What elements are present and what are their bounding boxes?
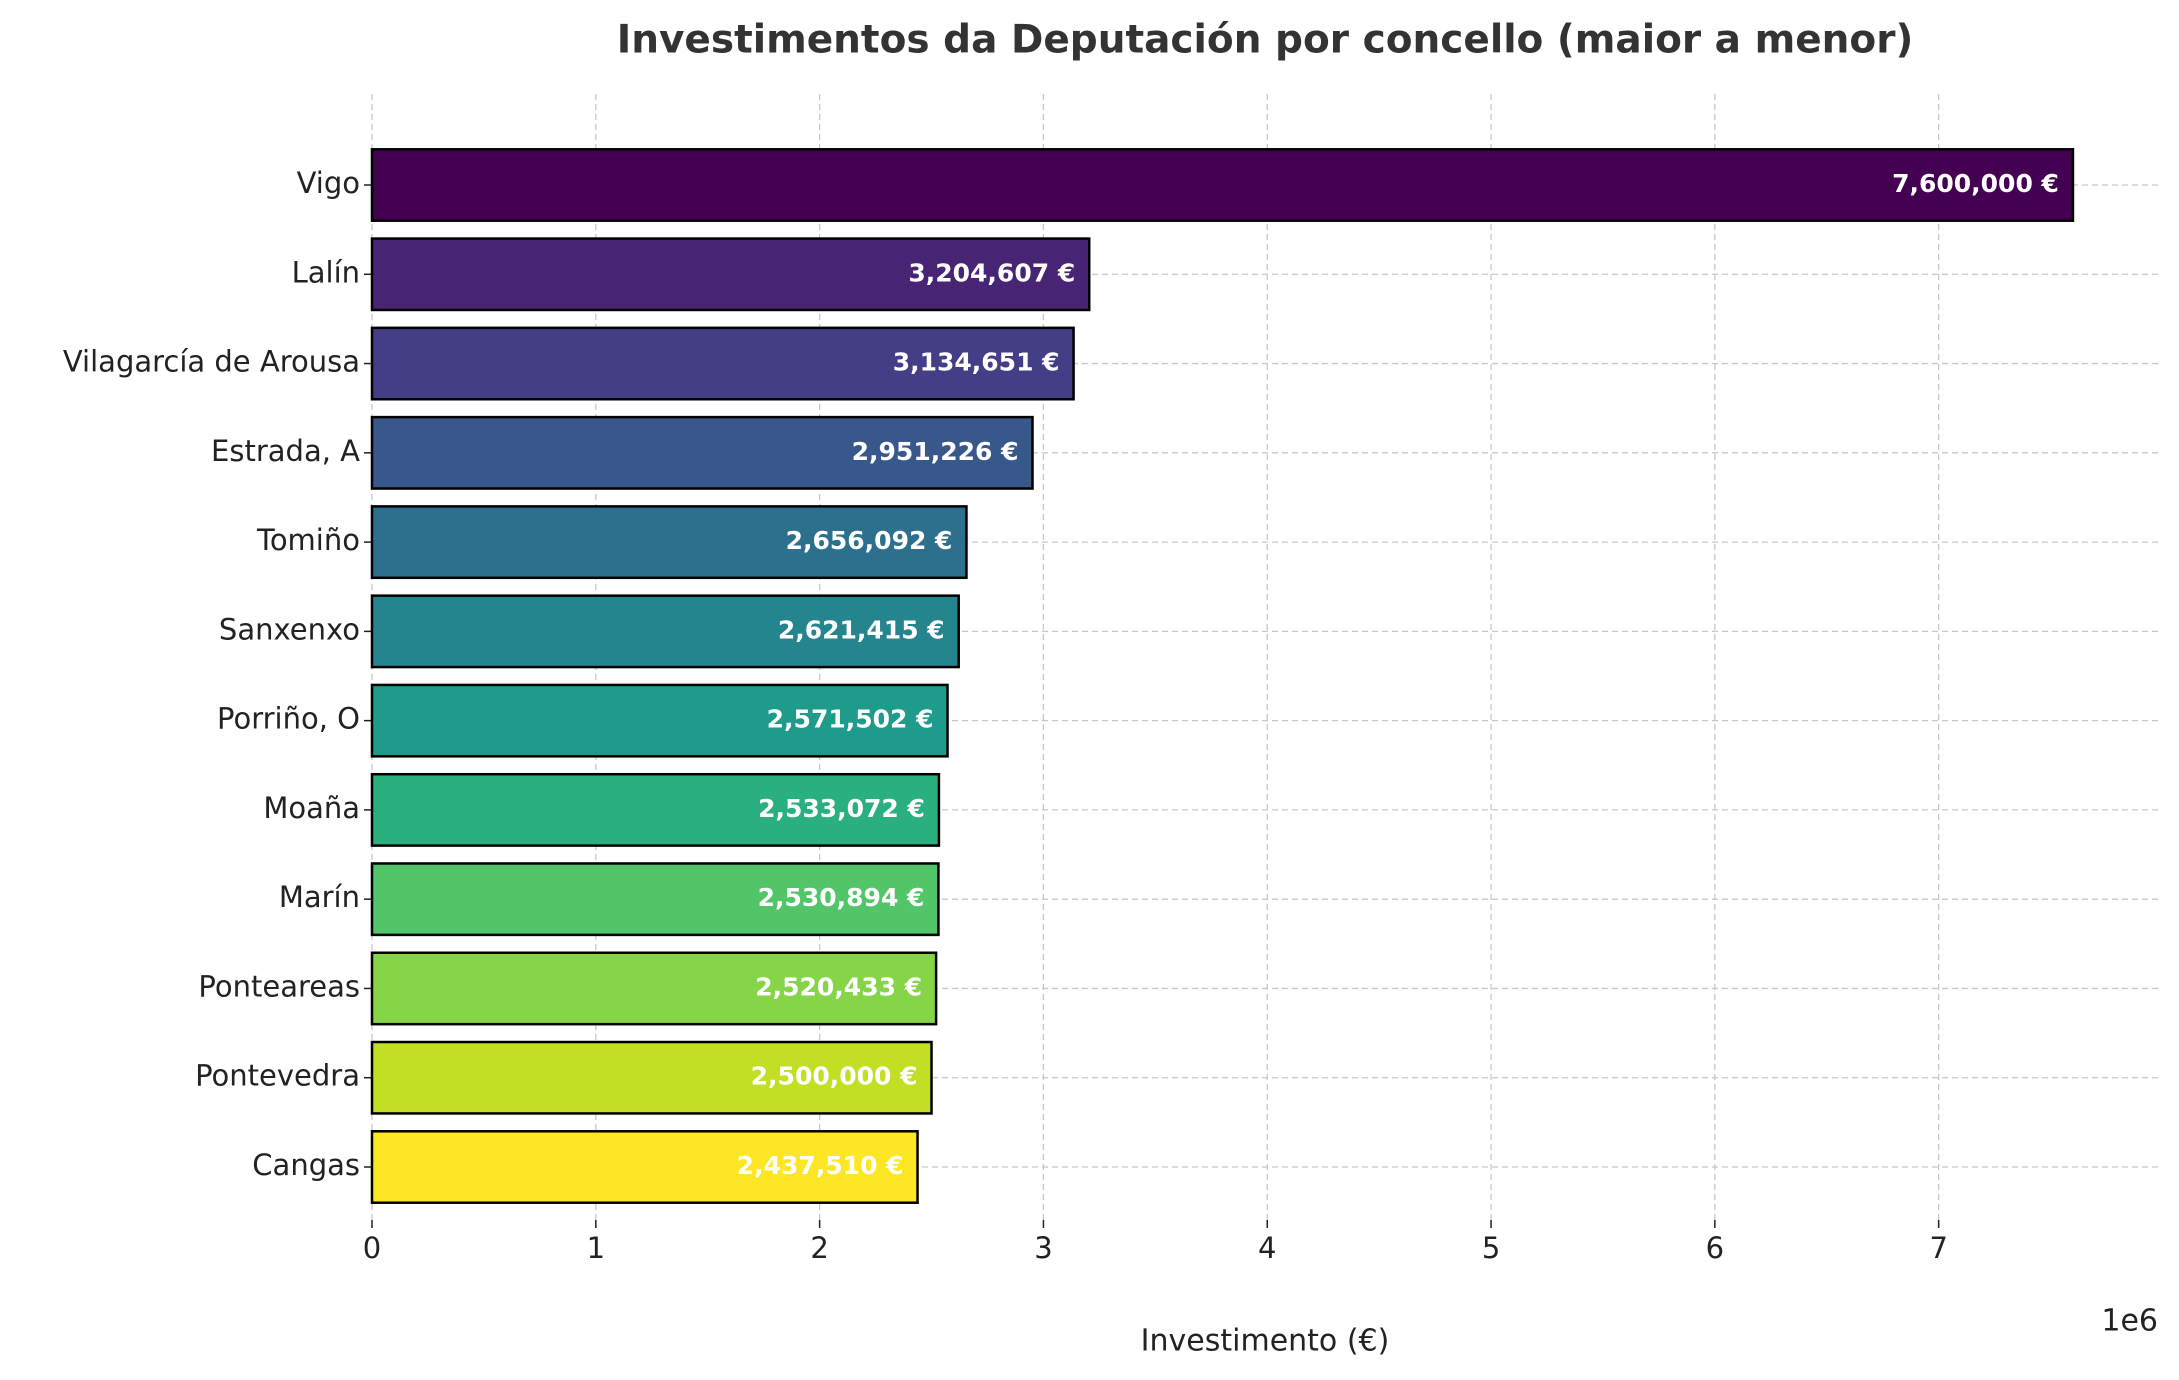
value-label: 2,437,510 € [737, 1151, 904, 1180]
y-tick-label: Vilagarcía de Arousa [63, 345, 360, 379]
bar [370, 237, 1091, 312]
bar [370, 683, 949, 758]
y-tick-label: Cangas [252, 1148, 360, 1182]
chart-title: Investimentos da Deputación por concello… [617, 18, 1914, 63]
value-label: 2,571,502 € [767, 705, 934, 734]
bar [370, 505, 968, 580]
bar [370, 594, 960, 669]
y-tick-label: Marín [279, 880, 360, 914]
x-tick-label: 5 [1482, 1231, 1500, 1265]
value-label: 3,134,651 € [893, 348, 1060, 377]
x-tick-label: 0 [363, 1231, 381, 1265]
bar [370, 862, 940, 937]
bar [370, 1130, 919, 1204]
value-label: 2,533,072 € [758, 794, 925, 823]
bar [370, 1040, 933, 1115]
y-tick-label: Vigo [297, 166, 360, 200]
value-label: 7,600,000 € [1892, 169, 2059, 198]
y-tick-label: Moaña [263, 791, 360, 825]
y-tick-label: Estrada, A [211, 434, 360, 468]
value-label: 3,204,607 € [908, 258, 1075, 287]
x-offset-label: 1e6 [2101, 1304, 2158, 1339]
x-tick-label: 3 [1034, 1231, 1052, 1265]
value-label: 2,621,415 € [778, 615, 945, 644]
value-label: 2,500,000 € [751, 1062, 918, 1091]
x-tick-label: 6 [1706, 1231, 1724, 1265]
bar [370, 951, 938, 1026]
value-label: 2,951,226 € [852, 437, 1019, 466]
value-label: 2,656,092 € [786, 526, 953, 555]
y-tick-label: Ponteareas [198, 969, 360, 1003]
value-label: 2,520,433 € [755, 972, 922, 1001]
x-tick-label: 7 [1929, 1231, 1947, 1265]
bar [370, 415, 1034, 490]
y-tick-label: Tomiño [256, 523, 360, 557]
x-tick-label: 2 [810, 1231, 828, 1265]
value-label: 2,530,894 € [758, 883, 925, 912]
bar [370, 326, 1075, 401]
x-axis-label: Investimento (€) [1141, 1324, 1390, 1359]
y-tick-label: Porriño, O [217, 702, 360, 736]
y-tick-label: Pontevedra [195, 1059, 360, 1093]
bar [370, 148, 2075, 222]
y-tick-label: Lalín [292, 255, 360, 289]
x-tick-label: 1 [587, 1231, 605, 1265]
y-tick-label: Sanxenxo [219, 612, 360, 646]
x-tick-label: 4 [1258, 1231, 1276, 1265]
bar [370, 772, 941, 847]
